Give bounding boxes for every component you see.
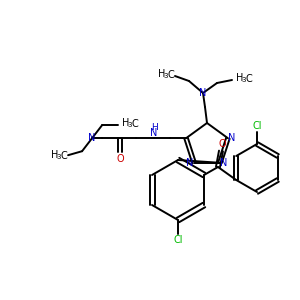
Text: 3: 3 bbox=[164, 73, 168, 79]
Text: H: H bbox=[51, 150, 59, 160]
Text: C: C bbox=[61, 151, 68, 161]
Text: H: H bbox=[151, 123, 158, 132]
Text: N: N bbox=[186, 158, 194, 168]
Text: N: N bbox=[199, 88, 207, 98]
Text: 3: 3 bbox=[57, 154, 61, 160]
Text: O: O bbox=[116, 154, 124, 164]
Text: C: C bbox=[132, 119, 139, 129]
Text: N: N bbox=[150, 128, 158, 138]
Text: Cl: Cl bbox=[252, 121, 262, 131]
Text: H: H bbox=[122, 118, 130, 128]
Text: C: C bbox=[168, 70, 174, 80]
Text: N: N bbox=[220, 158, 228, 168]
Text: 3: 3 bbox=[128, 122, 132, 128]
Text: C: C bbox=[246, 74, 252, 84]
Text: O: O bbox=[218, 139, 226, 149]
Text: H: H bbox=[236, 73, 244, 83]
Text: N: N bbox=[228, 133, 236, 143]
Text: H: H bbox=[158, 69, 166, 79]
Text: Cl: Cl bbox=[173, 235, 183, 245]
Text: 3: 3 bbox=[242, 77, 246, 83]
Text: N: N bbox=[88, 133, 96, 143]
